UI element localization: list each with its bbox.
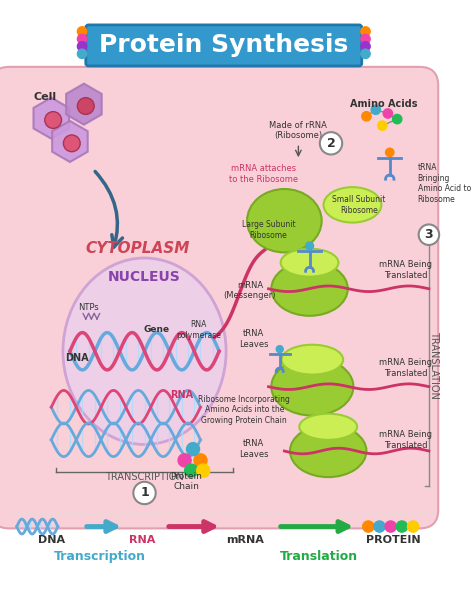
Ellipse shape [247,189,322,252]
Ellipse shape [324,187,382,223]
Circle shape [194,454,207,467]
Text: RNA: RNA [129,534,156,544]
Text: Protein
Chain: Protein Chain [171,472,202,492]
Circle shape [77,27,87,36]
Text: Large Subunit
Ribosome: Large Subunit Ribosome [242,220,295,240]
Text: mRNA Being
Translated: mRNA Being Translated [379,430,432,449]
Ellipse shape [282,344,343,374]
Circle shape [371,105,381,114]
Text: RNA: RNA [170,390,193,400]
Text: DNA: DNA [64,353,88,363]
Text: mRNA Being
Translated: mRNA Being Translated [379,358,432,378]
Text: CYTOPLASM: CYTOPLASM [86,241,190,256]
Text: NTPs: NTPs [78,303,99,312]
Circle shape [392,114,402,124]
Ellipse shape [271,358,354,416]
Circle shape [77,42,87,51]
Circle shape [361,42,370,51]
Text: Cell: Cell [33,92,56,102]
Text: 3: 3 [425,228,433,241]
Text: 1: 1 [140,486,149,500]
Circle shape [361,27,370,36]
Ellipse shape [63,258,226,444]
Ellipse shape [299,414,357,440]
Text: Gene: Gene [144,325,170,334]
Ellipse shape [290,425,366,477]
Text: 2: 2 [327,137,336,150]
Text: RNA
polymerase: RNA polymerase [176,320,221,340]
Circle shape [186,443,200,456]
Circle shape [408,521,419,532]
Text: Amino Acids: Amino Acids [350,99,418,109]
Circle shape [385,148,394,156]
Circle shape [184,464,198,477]
Text: TRANSLATION: TRANSLATION [429,331,439,399]
Text: tRNA
Leaves: tRNA Leaves [239,329,268,349]
Text: mRNA
(Messenger): mRNA (Messenger) [224,281,276,300]
Text: mRNA Being
Translated: mRNA Being Translated [379,261,432,280]
Circle shape [374,521,385,532]
Circle shape [419,225,439,245]
Circle shape [276,346,283,353]
Text: tRNA
Bringing
Amino Acid to
Ribosome: tRNA Bringing Amino Acid to Ribosome [418,164,471,204]
Circle shape [383,109,392,118]
Circle shape [306,242,313,250]
Circle shape [45,111,62,128]
FancyBboxPatch shape [0,67,438,528]
FancyBboxPatch shape [86,25,362,66]
Circle shape [77,49,87,59]
Text: Transcription: Transcription [54,550,146,563]
Text: mRNA: mRNA [226,534,264,544]
Text: PROTEIN: PROTEIN [366,534,421,544]
Circle shape [385,521,396,532]
Text: tRNA
Leaves: tRNA Leaves [239,440,268,459]
Ellipse shape [281,249,338,277]
Circle shape [178,454,191,467]
Circle shape [363,521,374,532]
Circle shape [361,49,370,59]
Circle shape [133,482,156,504]
Circle shape [378,121,387,130]
Text: Made of rRNA
(Ribosome): Made of rRNA (Ribosome) [269,120,328,140]
Text: TRANSCRIPTION: TRANSCRIPTION [105,472,184,482]
Text: Ribosome Incorporating
Amino Acids into the
Growing Protein Chain: Ribosome Incorporating Amino Acids into … [198,395,290,425]
Circle shape [396,521,408,532]
Circle shape [320,132,342,155]
Circle shape [77,34,87,44]
Circle shape [64,135,80,152]
Circle shape [197,464,210,477]
Ellipse shape [271,262,348,316]
Text: DNA: DNA [38,534,65,544]
Text: Small Subunit
Ribosome: Small Subunit Ribosome [332,195,386,214]
Text: NUCLEUS: NUCLEUS [108,270,181,284]
Text: Protein Synthesis: Protein Synthesis [99,34,348,58]
Circle shape [362,111,371,121]
Text: Translation: Translation [280,550,358,563]
Circle shape [361,34,370,44]
Circle shape [77,98,94,114]
Text: mRNA attaches
to the Ribosome: mRNA attaches to the Ribosome [229,164,299,184]
